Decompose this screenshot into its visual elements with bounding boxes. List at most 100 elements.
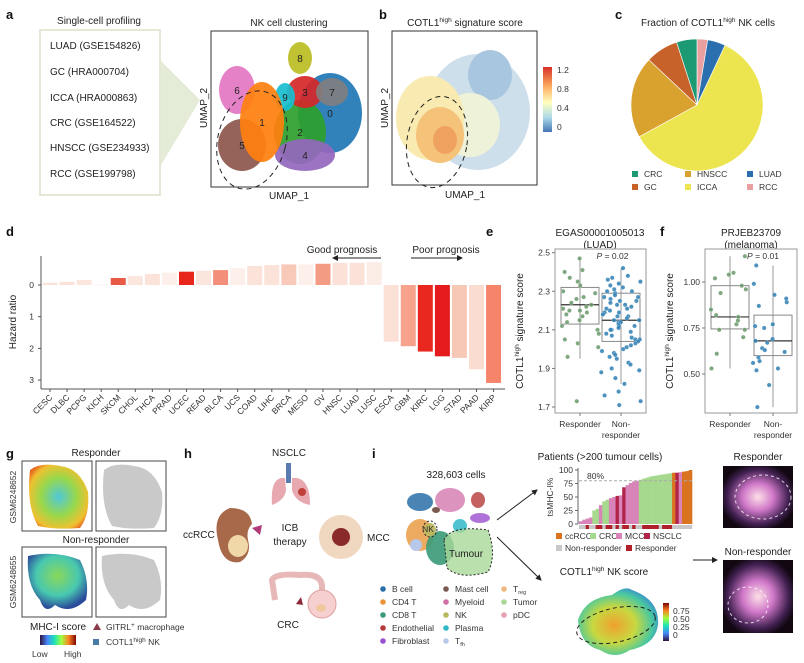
nk-score-title: COTL1high NK score	[560, 566, 649, 578]
sample-id-2: GSM6248655	[8, 556, 18, 609]
bar-ucec	[178, 271, 194, 285]
data-point	[614, 302, 620, 308]
x-tick-label: HNSC	[320, 392, 344, 416]
response-strip-cell	[579, 525, 583, 529]
p-value-text: = 0.01	[753, 251, 780, 261]
legend-subscript: reg	[518, 590, 526, 596]
legend-swatch	[685, 171, 691, 177]
patient-bar	[675, 472, 680, 524]
data-point	[611, 287, 617, 292]
bar-ucs	[230, 268, 246, 285]
dataset-box-title: Single-cell profiling	[57, 16, 141, 27]
arrow-to-nk-score	[496, 536, 542, 581]
data-point	[757, 358, 762, 364]
g-non-responder-title: Non-responder	[63, 535, 130, 546]
data-point	[560, 306, 566, 311]
legend-label: Mast cell	[455, 584, 489, 594]
response-strip-cell	[675, 525, 680, 529]
data-point	[620, 285, 626, 290]
response-strip-cell	[598, 525, 603, 529]
data-point	[622, 381, 627, 387]
box-plot-luad: 2.5 2.3 2.1 1.9 1.7 COTL1high signature score…	[514, 248, 647, 440]
data-point	[784, 299, 790, 305]
legend-swatch	[632, 184, 638, 190]
bar-gbm	[400, 285, 416, 347]
data-point	[624, 306, 630, 311]
box-plot-melanoma: 1.00 0.75 0.50 COTL1high signature score P =…	[664, 248, 798, 440]
y-tick-label: 0.75	[683, 323, 700, 333]
cluster-label: 7	[329, 88, 335, 99]
pie-title: Fraction of COTL1high NK cells	[641, 17, 775, 29]
x-tick-label: PAAD	[458, 392, 481, 415]
x-tick-label: KIRC	[408, 392, 429, 413]
p-value: P = 0.01	[747, 251, 779, 261]
response-strip-cell	[668, 525, 673, 529]
umap-y-label: UMAP_2	[199, 88, 210, 128]
box-e-subtitle: (LUAD)	[583, 240, 616, 251]
x-tick-label: responder	[754, 430, 792, 440]
data-point	[620, 346, 626, 352]
patient-bar	[598, 505, 603, 524]
bar-prad	[161, 272, 177, 285]
legend-label: pDC	[513, 610, 530, 620]
mhc-high-label: High	[64, 649, 82, 659]
non-responder-spatial-image	[723, 560, 793, 633]
response-strip-cell	[595, 525, 600, 529]
data-point	[751, 281, 757, 287]
response-strip-cell	[615, 525, 620, 529]
legend-swatch	[556, 545, 562, 551]
patient-bar	[672, 472, 676, 524]
legend-text: T	[513, 584, 518, 594]
nk-cluster-label: NK	[422, 524, 434, 534]
icb-therapy-label-1: ICB	[282, 523, 299, 534]
colon-icon	[268, 571, 337, 619]
data-point	[588, 302, 594, 308]
panel-label-d: d	[6, 224, 14, 239]
data-point	[577, 308, 583, 313]
bar-pcpg	[76, 279, 92, 285]
data-point	[714, 351, 720, 357]
response-strip-cell	[632, 525, 636, 529]
x-tick-label: Responder	[709, 419, 751, 429]
box-f-subtitle: (melanoma)	[724, 240, 777, 251]
data-point	[782, 349, 787, 355]
response-strip-cell	[618, 525, 623, 529]
patient-bar	[658, 474, 663, 524]
data-point	[569, 300, 574, 306]
pie-slice-icca	[638, 44, 764, 172]
signature-score-title: COTL1high signature score	[407, 17, 523, 29]
data-point	[628, 362, 633, 367]
data-point	[560, 288, 566, 294]
nk-score-umap	[576, 588, 659, 655]
patient-bar	[588, 517, 593, 524]
data-point	[580, 267, 585, 273]
y-tick-label: 3	[29, 375, 34, 385]
legend-label: CD8 T	[392, 610, 416, 620]
bar-chol	[127, 276, 143, 285]
data-point	[772, 292, 777, 298]
panel-label-b: b	[379, 7, 387, 22]
macrophage-triangle-icon	[93, 623, 101, 630]
data-point	[739, 283, 745, 289]
data-point	[608, 300, 613, 306]
response-strip-cell	[602, 525, 606, 529]
colorbar-tick: 1.2	[557, 65, 569, 75]
patient-bar	[682, 471, 686, 524]
legend-label: B cell	[392, 584, 413, 594]
cluster-3-cells	[287, 76, 323, 108]
data-point	[624, 315, 630, 321]
data-point	[616, 281, 622, 286]
legend-dot	[443, 586, 449, 592]
legend-dot	[443, 612, 449, 618]
legend-swatch	[747, 171, 753, 177]
signature-y-label: UMAP_2	[380, 88, 391, 128]
legend-label: Myeloid	[455, 597, 485, 607]
nsclc-label: NSCLC	[272, 448, 306, 459]
x-tick-label: PCPG	[64, 392, 88, 416]
umap-clustering-title: NK cell clustering	[250, 18, 327, 29]
bar-kich	[93, 284, 109, 286]
legend-dot	[443, 638, 449, 644]
panel-label-g: g	[6, 446, 14, 461]
bar-lihc	[264, 265, 280, 285]
